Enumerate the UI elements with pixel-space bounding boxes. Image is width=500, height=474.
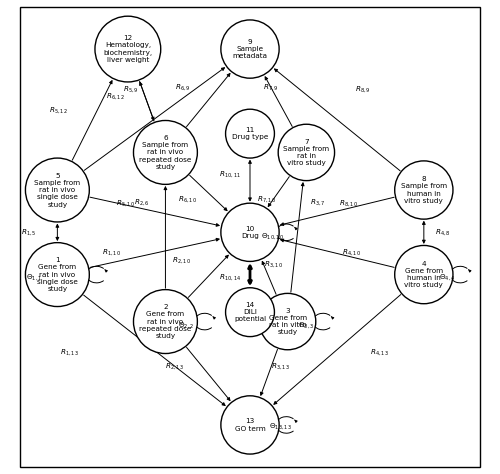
Text: $R_{5,9}$: $R_{5,9}$	[124, 84, 139, 94]
Text: $R_{6,9}$: $R_{6,9}$	[176, 82, 191, 91]
Text: $R_{10,11}$: $R_{10,11}$	[220, 169, 242, 179]
Text: $R_{2,13}$: $R_{2,13}$	[166, 361, 184, 371]
Text: $R_{10,14}$: $R_{10,14}$	[219, 272, 242, 282]
Circle shape	[26, 158, 90, 222]
Text: $\Theta_{10,10}$: $\Theta_{10,10}$	[260, 231, 283, 241]
Text: $R_{8,10}$: $R_{8,10}$	[339, 198, 358, 208]
Text: 3
Gene from
rat in vitro
study: 3 Gene from rat in vitro study	[268, 308, 306, 336]
Text: $R_{7,9}$: $R_{7,9}$	[263, 82, 278, 91]
Text: $\Theta_{4,4}$: $\Theta_{4,4}$	[439, 272, 456, 282]
Text: $R_{4,8}$: $R_{4,8}$	[435, 228, 450, 237]
Circle shape	[260, 293, 316, 350]
Text: $R_{7,10}$: $R_{7,10}$	[257, 194, 276, 204]
Text: $R_{3,10}$: $R_{3,10}$	[264, 259, 283, 269]
Circle shape	[134, 290, 198, 354]
Text: 1
Gene from
rat in vivo
single dose
study: 1 Gene from rat in vivo single dose stud…	[37, 257, 78, 292]
Text: 14
DILI
potential: 14 DILI potential	[234, 302, 266, 322]
Text: 13
GO term: 13 GO term	[234, 419, 266, 431]
Text: 10
Drug: 10 Drug	[241, 226, 259, 239]
Text: $R_{4,13}$: $R_{4,13}$	[370, 347, 388, 357]
Text: $R_{1,13}$: $R_{1,13}$	[60, 347, 78, 357]
Circle shape	[226, 109, 274, 158]
Text: $R_{5,10}$: $R_{5,10}$	[116, 198, 135, 208]
Text: $R_{2,10}$: $R_{2,10}$	[172, 255, 192, 265]
Text: 9
Sample
metadata: 9 Sample metadata	[232, 39, 268, 59]
Text: 2
Gene from
rat in vivo
repeated dose
study: 2 Gene from rat in vivo repeated dose st…	[139, 304, 192, 339]
Text: 12
Hematology,
biochemistry,
liver weight: 12 Hematology, biochemistry, liver weigh…	[104, 35, 152, 63]
Circle shape	[134, 120, 198, 184]
Circle shape	[278, 124, 334, 181]
Text: $R_{4,10}$: $R_{4,10}$	[342, 247, 360, 257]
Text: 4
Gene from
human in
vitro study: 4 Gene from human in vitro study	[404, 261, 443, 289]
Circle shape	[394, 161, 453, 219]
Text: $\Theta_{13,13}$: $\Theta_{13,13}$	[269, 421, 292, 431]
Text: $R_{6,10}$: $R_{6,10}$	[178, 194, 198, 204]
Text: $R_{2,6}$: $R_{2,6}$	[134, 197, 150, 207]
Text: $R_{8,9}$: $R_{8,9}$	[355, 84, 370, 94]
Circle shape	[226, 288, 274, 337]
Circle shape	[221, 20, 279, 78]
Text: $\Theta_{2,2}$: $\Theta_{2,2}$	[178, 320, 194, 330]
Text: $R_{3,7}$: $R_{3,7}$	[310, 197, 326, 207]
Circle shape	[221, 203, 279, 262]
Circle shape	[95, 16, 160, 82]
Text: 5
Sample from
rat in vivo
single dose
study: 5 Sample from rat in vivo single dose st…	[34, 173, 80, 208]
Text: 11
Drug type: 11 Drug type	[232, 127, 268, 140]
Text: $R_{1,5}$: $R_{1,5}$	[22, 228, 37, 237]
Text: 6
Sample from
rat in vivo
repeated dose
study: 6 Sample from rat in vivo repeated dose …	[139, 135, 192, 170]
Circle shape	[394, 246, 453, 304]
Text: $R_{3,13}$: $R_{3,13}$	[271, 361, 290, 371]
Text: $R_{6,12}$: $R_{6,12}$	[106, 91, 124, 101]
Text: $R_{5,12}$: $R_{5,12}$	[50, 105, 68, 115]
Text: $R_{1,10}$: $R_{1,10}$	[102, 247, 121, 257]
Text: $\Theta_{1,1}$: $\Theta_{1,1}$	[26, 272, 42, 282]
Text: 7
Sample from
rat in
vitro study: 7 Sample from rat in vitro study	[284, 138, 330, 166]
Text: $\Theta_{3,3}$: $\Theta_{3,3}$	[298, 320, 314, 330]
Circle shape	[221, 396, 279, 454]
Text: 8
Sample from
human in
vitro study: 8 Sample from human in vitro study	[401, 176, 447, 204]
Circle shape	[26, 243, 90, 307]
